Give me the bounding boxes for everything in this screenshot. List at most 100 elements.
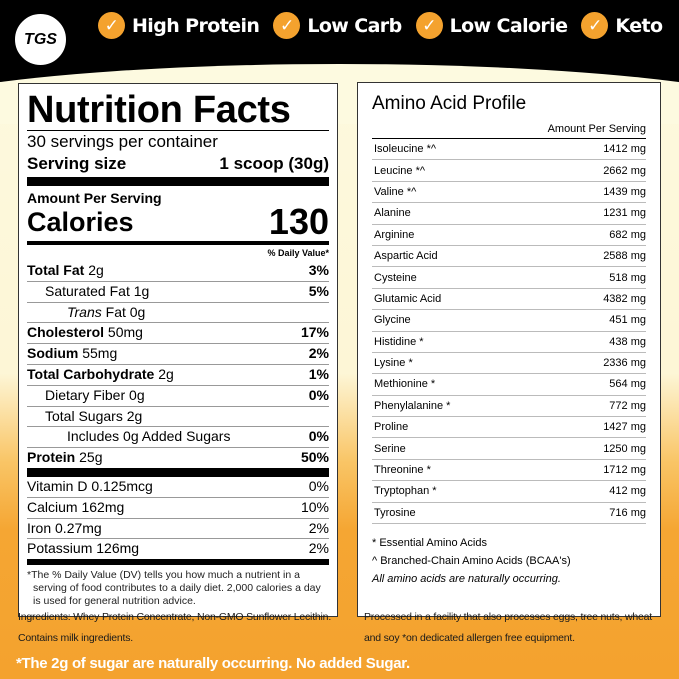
amino-name: Alanine [374,207,411,220]
badge-label: Low Calorie [449,14,568,37]
badge-item: ✓ Keto [581,12,663,39]
vitamin-label: Calcium 162mg [27,498,125,515]
vitamin-row: Iron 0.27mg 2% [27,517,329,539]
amino-amount: 2336 mg [603,357,646,370]
amino-amount: 4382 mg [603,292,646,305]
vitamin-dv: 0% [308,477,329,494]
nutrient-amount: 1g [133,282,150,299]
badge-item: ✓ High Protein [98,12,260,39]
amino-amount: 412 mg [609,485,646,498]
amino-row: Lysine * 2336 mg [372,353,646,375]
nutrient-name: Total Carbohydrate 2g [27,365,174,385]
badge-label: High Protein [132,14,260,37]
nutrient-label: Saturated Fat [45,282,130,299]
amount-per-serving: Amount Per Serving [27,190,162,206]
nutrient-row: Total Carbohydrate 2g 1% [27,363,329,385]
nutrient-amount: 0g [129,386,145,403]
nutrient-row: Includes 0g Added Sugars 0% [27,426,329,447]
amino-amount: 1712 mg [603,464,646,477]
amino-row: Valine *^ 1439 mg [372,182,646,204]
nutrient-dv: 50% [300,449,329,466]
amino-row: Methionine * 564 mg [372,374,646,396]
amino-amount: 1250 mg [603,442,646,455]
nutrient-row: Total Sugars 2g [27,405,329,427]
nutrient-name: Total Fat 2g [27,261,104,281]
badge-label: Keto [615,14,663,37]
nutrient-row: Trans Fat 0g [27,301,329,323]
serving-size-label: Serving size [27,154,127,173]
vitamin-label: Vitamin D 0.125mcg [27,477,153,494]
sugar-note: *The 2g of sugar are naturally occurring… [16,655,410,672]
calories-value: 130 [268,201,329,242]
nutrient-dv: 5% [308,282,329,299]
nutrient-dv: 2% [308,345,329,362]
vitamin-label: Potassium 126mg [27,540,140,557]
amino-amount: 451 mg [609,314,646,327]
amino-row: Cysteine 518 mg [372,267,646,289]
bcaa-note: ^ Branched-Chain Amino Acids (BCAA's) [372,555,571,568]
nutrient-label: Total Carbohydrate [27,365,155,382]
nutrient-label: Total Fat [27,262,85,278]
nutrient-row: Saturated Fat 1g 5% [27,280,329,302]
feature-badges: ✓ High Protein ✓ Low Carb ✓ Low Calorie ✓ Keto [98,12,663,39]
amino-row: Histidine * 438 mg [372,332,646,353]
ingredients-text: Ingredients: Whey Protein Concentrate, N… [18,611,332,644]
nutrient-label: Includes 0g Added Sugars [67,428,231,445]
amino-row: Glycine 451 mg [372,310,646,332]
amino-row: Serine 1250 mg [372,438,646,460]
nutrition-title: Nutrition Facts [27,89,291,131]
amino-name: Tryptophan * [374,485,437,498]
amino-name: Phenylalanine * [374,399,451,412]
nutrient-dv: 0% [308,428,329,445]
amino-row: Aspartic Acid 2588 mg [372,246,646,268]
nutrient-amount: 2g [88,262,104,278]
nutrient-label: Sodium [27,345,79,362]
amino-amount: 518 mg [609,271,646,284]
nutrient-label: Total Sugars [45,407,123,424]
nutrient-label: Cholesterol [27,324,105,341]
nutrient-row: Cholesterol 50mg 17% [27,322,329,343]
serving-size-value: 1 scoop (30g) [219,154,329,173]
nutrition-facts-panel: Nutrition Facts 30 servings per containe… [18,83,338,617]
amino-name: Lysine * [374,357,413,370]
amino-row: Alanine 1231 mg [372,203,646,225]
amino-row: Tyrosine 716 mg [372,503,646,525]
vitamin-dv: 10% [300,498,329,515]
nutrient-row: Dietary Fiber 0g 0% [27,384,329,406]
nutrient-dv: 17% [300,324,329,341]
amino-amount: 438 mg [609,335,646,348]
check-icon: ✓ [98,12,125,39]
amino-name: Tyrosine [374,506,416,519]
nutrient-name: Trans Fat 0g [27,303,145,323]
amino-name: Threonine * [374,464,431,477]
amino-name: Serine [374,442,406,455]
nutrient-row: Total Fat 2g 3% [27,261,329,281]
amino-name: Methionine * [374,378,436,391]
nutrient-dv: 1% [308,365,329,382]
amino-amount: 1412 mg [603,143,646,156]
vitamin-label: Iron 0.27mg [27,519,102,536]
nutrient-amount: 2g [126,407,143,424]
amino-amount: 2662 mg [603,164,646,177]
nutrient-name: Dietary Fiber 0g [27,386,145,406]
amino-name: Aspartic Acid [374,250,438,263]
allergen-text: Processed in a facility that also proces… [364,611,652,644]
nutrient-label: Dietary Fiber [45,386,126,403]
nutrient-amount: 55mg [82,345,118,362]
amino-name: Glycine [374,314,411,327]
nutrient-name: Includes 0g Added Sugars [27,427,230,447]
amino-name: Valine *^ [374,185,417,198]
check-icon: ✓ [581,12,609,39]
amino-name: Arginine [374,228,415,241]
nutrient-amount: 25g [79,449,103,466]
nutrient-name: Sodium 55mg [27,344,117,364]
check-icon: ✓ [273,12,301,39]
amino-amount: 1231 mg [603,207,646,220]
nutrient-row: Sodium 55mg 2% [27,343,329,364]
nutrient-dv: 3% [308,262,329,278]
badge-item: ✓ Low Calorie [415,12,568,39]
nutrient-row: Protein 25g 50% [27,447,329,468]
nutrient-name: Saturated Fat 1g [27,282,149,302]
badge-item: ✓ Low Carb [273,12,402,39]
natural-note: All amino acids are naturally occurring. [372,573,561,586]
